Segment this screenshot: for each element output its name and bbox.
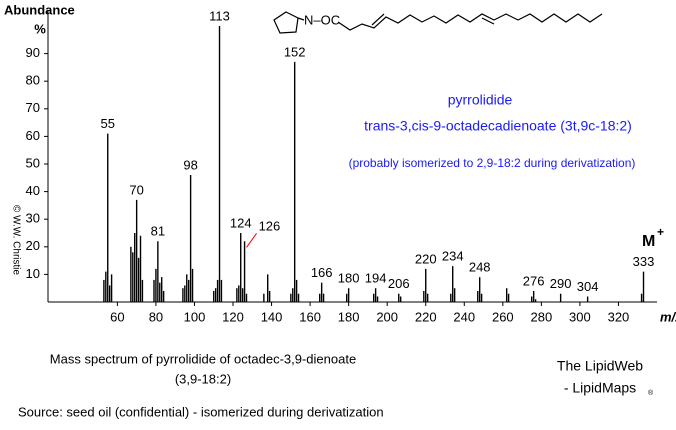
peak-label: 220 xyxy=(415,251,437,266)
peak-label: 81 xyxy=(151,224,165,239)
y-tick-label: 50 xyxy=(26,155,40,170)
annotation: pyrrolidide xyxy=(448,92,513,108)
peak-label: 113 xyxy=(209,8,230,23)
copyright: © W.W. Christie xyxy=(10,205,21,276)
x-tick-label: 220 xyxy=(415,309,437,324)
peak-label: 180 xyxy=(338,271,360,286)
annotation: (probably isomerized to 2,9-18:2 during … xyxy=(349,156,636,170)
peak-label: 206 xyxy=(388,276,410,291)
peak-label: 124 xyxy=(230,215,252,230)
x-tick-label: 300 xyxy=(569,309,591,324)
x-tick-label: 100 xyxy=(184,309,206,324)
y-tick-label: 10 xyxy=(26,266,40,281)
peak-label: 248 xyxy=(469,260,491,275)
y-tick-label: 40 xyxy=(26,183,40,198)
x-tick-label: 120 xyxy=(222,309,244,324)
x-axis-title: m/z xyxy=(660,309,676,324)
peak-label: 166 xyxy=(311,265,333,280)
peak-label: 276 xyxy=(523,273,545,288)
x-tick-label: 60 xyxy=(110,309,124,324)
brand: The LipidWeb xyxy=(557,358,643,374)
y-axis-title: Abundance xyxy=(4,2,75,17)
x-tick-label: 160 xyxy=(299,309,321,324)
brand-mark: ® xyxy=(648,389,654,397)
caption: Mass spectrum of pyrrolidide of octadec-… xyxy=(50,351,356,366)
peak-label: 126 xyxy=(259,219,281,234)
caption: (3,9-18:2) xyxy=(175,371,231,386)
molecular-ion: M xyxy=(642,233,655,250)
peak-label: 152 xyxy=(284,44,306,59)
peak-label: 55 xyxy=(101,116,115,131)
y-tick-label: 20 xyxy=(26,238,40,253)
y-tick-label: 70 xyxy=(26,100,40,115)
molecular-ion-sup: + xyxy=(657,225,664,239)
structure-label: N–OC xyxy=(304,12,340,27)
source: Source: seed oil (confidential) - isomer… xyxy=(18,404,384,419)
x-tick-label: 240 xyxy=(453,309,475,324)
peak-label: 304 xyxy=(577,279,599,294)
peak-label: 234 xyxy=(442,249,464,264)
structure xyxy=(273,11,603,34)
peak-label: 290 xyxy=(550,276,572,291)
peak-label: 98 xyxy=(183,157,197,172)
annotation: trans-3,cis-9-octadecadienoate (3t,9c-18… xyxy=(364,118,632,134)
callout-line xyxy=(246,232,257,248)
x-tick-label: 260 xyxy=(492,309,514,324)
brand: - LipidMaps xyxy=(564,380,636,396)
y-unit: % xyxy=(34,21,46,36)
y-tick-label: 60 xyxy=(26,128,40,143)
peak-label: 194 xyxy=(365,271,387,286)
peak-label: 333 xyxy=(633,254,655,269)
peak-label: 70 xyxy=(129,182,143,197)
y-tick-label: 30 xyxy=(26,211,40,226)
y-tick-label: 80 xyxy=(26,73,40,88)
x-tick-label: 80 xyxy=(149,309,163,324)
x-tick-label: 180 xyxy=(338,309,360,324)
x-tick-label: 140 xyxy=(261,309,283,324)
x-tick-label: 280 xyxy=(531,309,553,324)
x-tick-label: 320 xyxy=(608,309,630,324)
x-tick-label: 200 xyxy=(376,309,398,324)
y-tick-label: 90 xyxy=(26,45,40,60)
